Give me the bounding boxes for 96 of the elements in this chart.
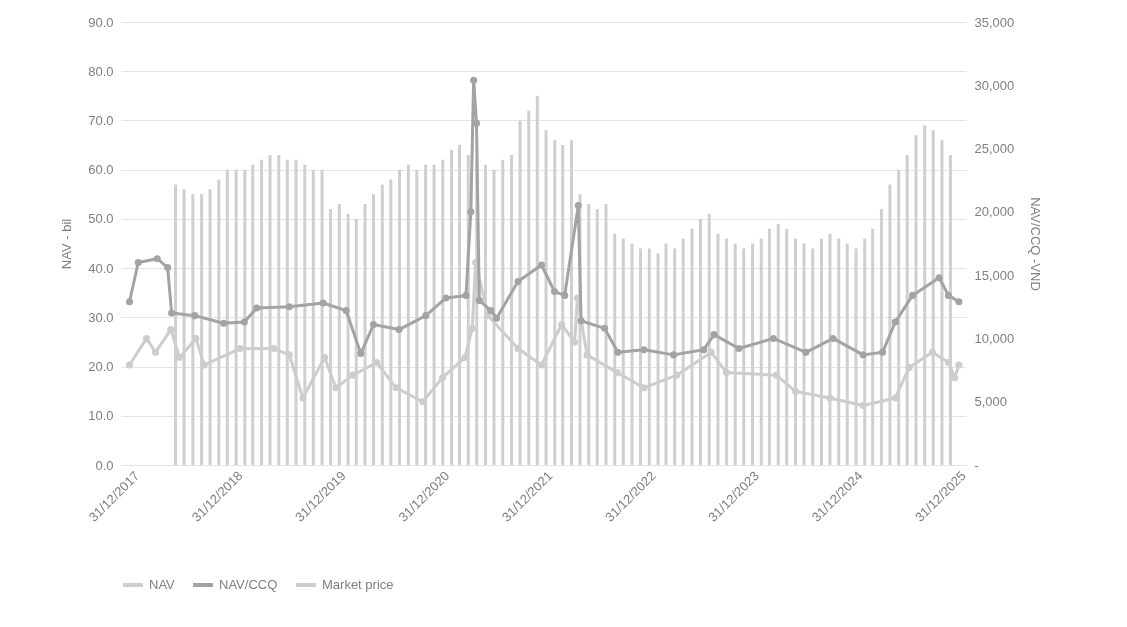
- point: [826, 394, 834, 402]
- point: [710, 331, 718, 339]
- point: [342, 307, 350, 315]
- point: [514, 345, 522, 353]
- point: [153, 255, 161, 263]
- point: [439, 374, 447, 382]
- y-tick-label: 70.0: [88, 112, 114, 128]
- y2-tick-label: 10,000: [974, 330, 1015, 346]
- point: [285, 303, 293, 311]
- point: [134, 258, 142, 267]
- point: [955, 361, 963, 369]
- y-tick-label: 60.0: [88, 162, 114, 178]
- point: [125, 298, 134, 306]
- point: [370, 320, 378, 329]
- point: [319, 299, 327, 307]
- point: [167, 326, 175, 334]
- point: [879, 348, 887, 356]
- legend-label: NAV/CCQ: [219, 577, 278, 592]
- point: [700, 346, 708, 354]
- point: [772, 371, 780, 379]
- y2-tick-label: 15,000: [974, 267, 1015, 283]
- point: [722, 369, 731, 377]
- point: [442, 294, 450, 302]
- point: [357, 350, 365, 358]
- point: [462, 291, 470, 299]
- point: [164, 264, 172, 272]
- point: [550, 288, 559, 296]
- point: [468, 324, 476, 332]
- y-tick-label: 40.0: [88, 260, 114, 276]
- point: [467, 208, 475, 216]
- point: [944, 291, 952, 299]
- point: [905, 364, 913, 372]
- y-tick-label: 80.0: [88, 63, 114, 79]
- point: [951, 374, 959, 382]
- point: [475, 296, 483, 304]
- y2-tick-label: 25,000: [974, 141, 1015, 157]
- y2-tick-label: 30,000: [974, 77, 1015, 93]
- point: [514, 277, 522, 285]
- y-tick-label: 0.0: [95, 457, 114, 473]
- y-tick-label: 30.0: [88, 309, 114, 325]
- point: [299, 394, 307, 402]
- y-tick-label: 50.0: [88, 211, 114, 227]
- point: [240, 318, 248, 326]
- point: [537, 361, 546, 369]
- point: [955, 298, 963, 306]
- point: [928, 348, 936, 356]
- point: [583, 351, 591, 359]
- point: [220, 319, 228, 327]
- y-tick-label: 10.0: [88, 408, 114, 424]
- y-axis-title: NAV - bil: [59, 218, 75, 270]
- legend-label: Market price: [322, 577, 394, 592]
- point: [859, 351, 867, 359]
- point: [935, 274, 943, 282]
- point: [142, 334, 150, 342]
- bar: [828, 233, 832, 465]
- point: [802, 348, 810, 356]
- point: [470, 76, 478, 84]
- y2-tick-label: 35,000: [974, 14, 1015, 30]
- point: [640, 346, 648, 354]
- bar: [863, 238, 867, 465]
- point: [614, 348, 622, 356]
- point: [236, 345, 244, 353]
- point: [253, 304, 261, 312]
- point: [891, 394, 899, 402]
- point: [151, 348, 160, 356]
- point: [792, 388, 800, 396]
- point: [493, 314, 501, 322]
- y-tick-label: 90.0: [88, 14, 114, 30]
- point: [395, 326, 403, 334]
- point: [125, 361, 134, 369]
- point: [891, 318, 899, 326]
- y-tick-label: 20.0: [88, 359, 114, 375]
- point: [707, 348, 715, 356]
- point: [769, 334, 777, 342]
- point: [285, 351, 293, 359]
- point: [601, 324, 609, 332]
- point: [487, 307, 495, 315]
- point: [537, 261, 546, 269]
- legend-label: NAV: [149, 577, 176, 592]
- point: [859, 401, 867, 410]
- point: [829, 334, 837, 342]
- point: [168, 309, 176, 317]
- point: [670, 351, 678, 359]
- point: [191, 312, 199, 320]
- point: [735, 345, 743, 353]
- y2-tick-label: 5,000: [974, 394, 1008, 410]
- point: [574, 202, 582, 210]
- point: [673, 371, 681, 379]
- point: [561, 291, 569, 299]
- point: [577, 317, 585, 325]
- point: [422, 312, 430, 320]
- y2-tick-label: -: [974, 457, 979, 473]
- y2-axis-title: NAV/CCQ -VND: [1028, 197, 1044, 291]
- point: [909, 291, 917, 299]
- y2-tick-label: 20,000: [974, 204, 1015, 220]
- point: [270, 345, 278, 353]
